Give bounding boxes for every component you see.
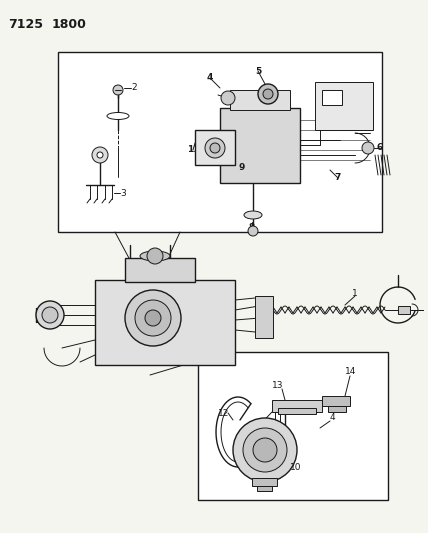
Text: 3: 3 [120,189,126,198]
Bar [198,352,388,500]
Ellipse shape [244,211,262,219]
Circle shape [42,307,58,323]
Circle shape [263,89,273,99]
Ellipse shape [140,251,170,261]
Bar [220,108,300,183]
Bar [230,90,290,110]
Text: 10: 10 [290,464,301,472]
Bar [252,478,277,486]
Bar [278,408,316,414]
Circle shape [210,143,220,153]
Bar [322,396,350,406]
Text: 6: 6 [377,143,383,152]
Circle shape [205,138,225,158]
Ellipse shape [107,112,129,119]
Text: 7125: 7125 [8,18,43,31]
Bar [125,258,195,282]
Text: 9: 9 [239,164,245,173]
Text: 1: 1 [352,288,358,297]
Bar [272,400,322,412]
Text: 14: 14 [345,367,357,376]
Bar [195,130,235,165]
Circle shape [233,418,297,482]
Text: 7: 7 [335,174,341,182]
Text: 5: 5 [255,67,261,76]
Circle shape [125,290,181,346]
Circle shape [92,147,108,163]
Text: 10: 10 [224,150,236,159]
Text: 8: 8 [249,222,255,231]
Circle shape [135,300,171,336]
Circle shape [221,91,235,105]
Bar [255,296,273,338]
Text: 4: 4 [207,74,213,83]
Text: 11: 11 [187,146,199,155]
Bar [322,90,342,105]
Bar [58,52,382,232]
Text: 12: 12 [218,408,229,417]
Text: 2: 2 [131,84,137,93]
Circle shape [362,142,374,154]
Bar [315,82,373,130]
Circle shape [147,248,163,264]
Circle shape [253,438,277,462]
Bar [257,486,272,491]
Text: 1800: 1800 [52,18,87,31]
Text: 13: 13 [272,382,283,391]
Bar [398,306,410,314]
Bar [95,280,235,365]
Circle shape [258,84,278,104]
Bar [328,406,346,412]
Circle shape [145,310,161,326]
Circle shape [36,301,64,329]
Circle shape [243,428,287,472]
Circle shape [113,85,123,95]
Circle shape [248,226,258,236]
Circle shape [97,152,103,158]
Text: 4: 4 [330,414,336,423]
